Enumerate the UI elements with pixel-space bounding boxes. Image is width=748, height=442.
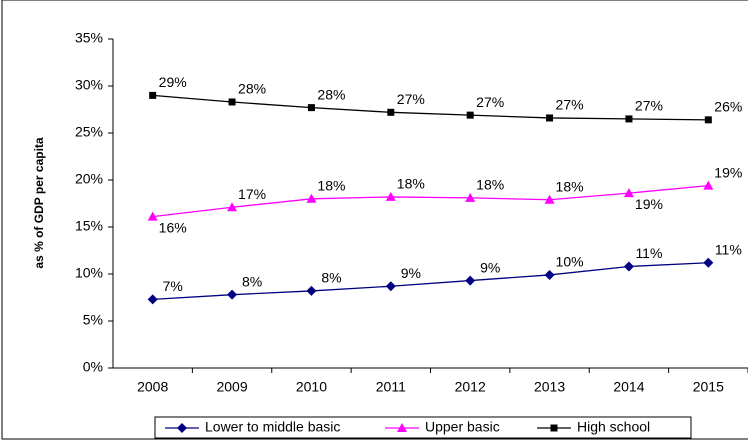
data-point [623,261,634,272]
data-label: 18% [556,178,584,194]
data-label: 27% [476,94,504,110]
data-point [307,104,315,112]
y-tick-label: 20% [75,171,103,187]
data-point [625,115,633,123]
x-tick-label: 2008 [137,379,168,395]
data-point [704,116,712,124]
data-point [228,98,236,106]
data-point [387,108,395,116]
data-label: 10% [556,254,584,270]
data-point [703,257,714,268]
legend-label: Upper basic [425,419,500,435]
y-tick-label: 25% [75,124,103,140]
data-point [544,269,555,280]
data-label: 29% [159,74,187,90]
data-point [546,114,554,122]
legend-label: High school [577,419,650,435]
series-line [152,262,709,301]
data-label: 27% [556,97,584,113]
data-point [227,202,238,212]
y-tick-label: 0% [83,359,103,375]
series-line [152,94,709,121]
data-label: 17% [238,186,266,202]
data-label: 9% [480,259,500,275]
data-label: 8% [242,273,262,289]
data-point [306,193,317,203]
data-point [147,294,158,305]
data-label: 18% [397,176,425,192]
data-label: 19% [635,196,663,212]
data-point [306,285,317,296]
x-tick-label: 2014 [613,379,644,395]
data-label: 16% [159,219,187,235]
legend-marker [550,424,558,432]
data-label: 18% [317,178,345,194]
y-tick-label: 10% [75,265,103,281]
data-label: 26% [714,99,742,115]
data-point [385,191,396,201]
data-point [703,180,714,190]
data-label: 27% [397,91,425,107]
y-tick-label: 30% [75,77,103,93]
data-point [385,281,396,292]
data-point [465,192,476,202]
data-label: 11% [635,245,662,261]
data-point [544,194,555,204]
data-point [623,188,634,198]
data-point [149,91,157,99]
data-label: 11% [715,241,742,257]
legend-marker [397,423,407,432]
legend-box [154,416,692,439]
data-label: 7% [163,278,183,294]
x-tick-label: 2013 [534,379,565,395]
data-point [227,289,238,300]
data-label: 19% [714,164,742,180]
y-tick-label: 15% [75,218,103,234]
x-tick-label: 2011 [376,379,406,395]
x-tick-label: 2010 [296,379,327,395]
data-label: 9% [401,265,421,281]
series-line [152,184,709,218]
legend-marker [177,423,187,433]
y-axis-label: as % of GDP per capita [32,137,46,268]
data-label: 28% [317,86,345,102]
x-tick-label: 2012 [455,379,486,395]
legend-label: Lower to middle basic [205,419,340,435]
x-tick-label: 2009 [216,379,247,395]
data-point [465,275,476,286]
data-label: 27% [635,98,663,114]
data-label: 18% [476,177,504,193]
data-point [466,111,474,119]
y-tick-label: 5% [83,312,103,328]
data-point [147,211,158,221]
y-tick-label: 35% [75,30,103,46]
data-label: 8% [321,270,341,286]
data-label: 28% [238,81,266,97]
x-tick-label: 2015 [693,379,724,395]
